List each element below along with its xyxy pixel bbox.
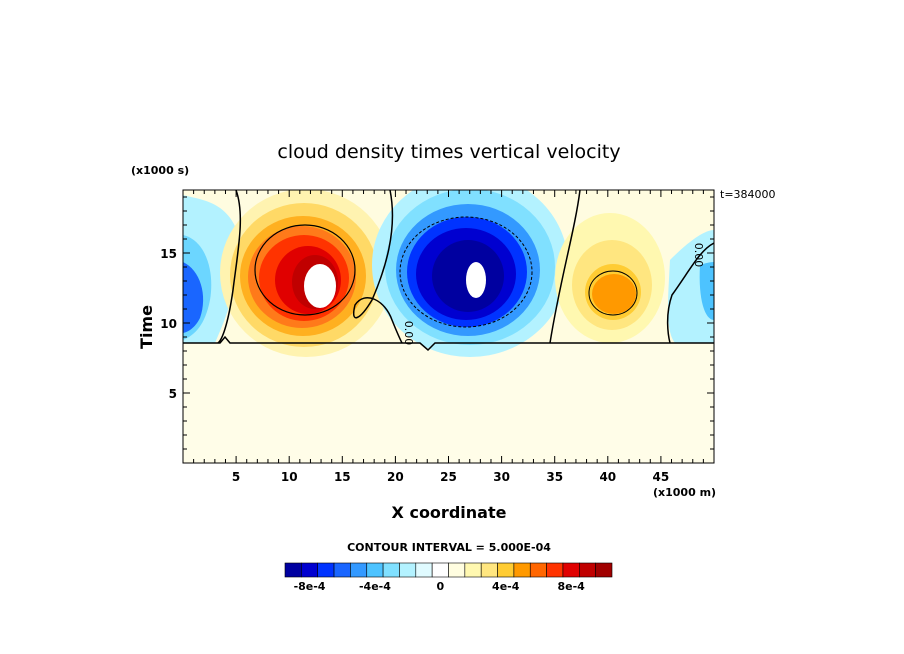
colorbar-swatch [350, 562, 368, 578]
plot-field [183, 190, 714, 463]
zero-contour-b [353, 190, 403, 344]
colorbar-swatch [382, 562, 400, 578]
negative-cell [372, 190, 568, 357]
colorbar-label: -8e-4 [294, 580, 326, 593]
contour-interval-label: CONTOUR INTERVAL = 5.000E-04 [347, 541, 551, 554]
y-units-label: (x1000 s) [131, 164, 189, 177]
colorbar-swatch [431, 562, 449, 578]
x-tick-label: 15 [334, 470, 351, 484]
colorbar-label: 4e-4 [492, 580, 520, 593]
x-tick-label: 10 [281, 470, 298, 484]
colorbar: -8e-4 -4e-4 0 4e-4 8e-4 [284, 562, 613, 593]
x-tick-label: 45 [653, 470, 670, 484]
colorbar-label: 8e-4 [557, 580, 585, 593]
zero-contour-d [666, 242, 714, 344]
x-tick-label: 20 [387, 470, 404, 484]
colorbar-swatch [546, 562, 564, 578]
x-tick-label: 5 [232, 470, 240, 484]
zero-contour-a [217, 190, 242, 344]
neg-cell-right-core [699, 262, 714, 320]
colorbar-swatch [448, 562, 466, 578]
positive-cell [220, 190, 392, 357]
y-tick-label: 5 [169, 387, 177, 401]
weak-positive-cell [555, 213, 665, 343]
colorbar-swatch [333, 562, 351, 578]
cloud-base-line [183, 335, 714, 352]
colorbar-swatch [497, 562, 515, 578]
colorbar-swatch [513, 562, 531, 578]
neg-cell-left-core [183, 262, 204, 333]
x-tick-label: 25 [440, 470, 457, 484]
y-tick-label: 15 [160, 247, 177, 261]
neg-cell-right-outer [667, 230, 714, 343]
colorbar-swatch [578, 562, 596, 578]
colorbar-swatch [399, 562, 417, 578]
time-label: t=384000 [720, 188, 776, 201]
x-units-label: (x1000 m) [653, 486, 716, 499]
zero-contour-c [549, 190, 581, 344]
x-tick-label: 40 [599, 470, 616, 484]
colorbar-swatch [317, 562, 335, 578]
contour-label-b: 0.00 [692, 243, 705, 268]
y-tick-label: 10 [160, 317, 177, 331]
colorbar-swatch [562, 562, 580, 578]
x-axis-label: X coordinate [392, 503, 507, 522]
colorbar-swatch [464, 562, 482, 578]
colorbar-swatch [415, 562, 433, 578]
colorbar-label: -4e-4 [359, 580, 391, 593]
x-tick-label: 30 [493, 470, 510, 484]
colorbar-swatch [284, 562, 302, 578]
contour-label-a: 0.00 [402, 321, 415, 346]
colorbar-swatch [595, 562, 613, 578]
colorbar-label: 0 [436, 580, 444, 593]
chart-title: cloud density times vertical velocity [277, 141, 620, 163]
y-axis-label: Time [137, 305, 156, 349]
colorbar-swatch [529, 562, 547, 578]
colorbar-swatch [480, 562, 498, 578]
x-tick-label: 35 [546, 470, 563, 484]
colorbar-swatch [301, 562, 319, 578]
axis-ticks: 5 10 15 20 25 30 35 40 45 5 10 15 [160, 190, 714, 484]
colorbar-swatch [366, 562, 384, 578]
